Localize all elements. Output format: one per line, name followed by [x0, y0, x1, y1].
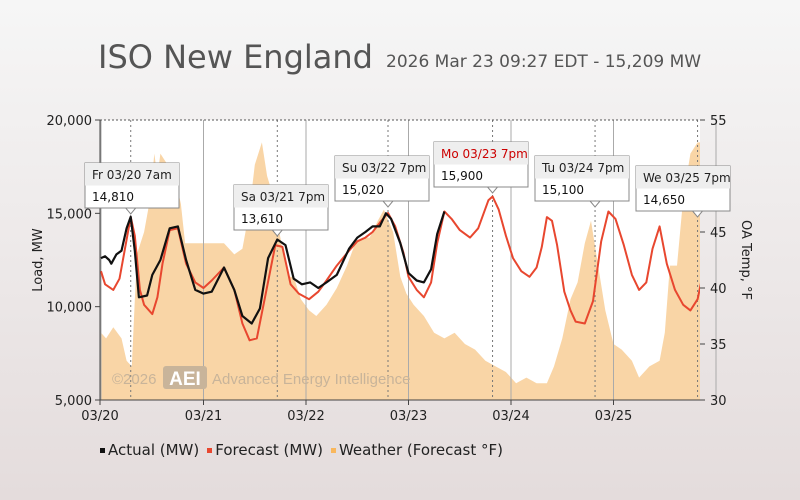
- callout-header-bg: [234, 185, 328, 208]
- callout-header-bg: [434, 142, 528, 165]
- peak-callout: Fr 03/20 7am 14,810: [84, 162, 180, 215]
- x-tick-label: 03/22: [287, 409, 324, 424]
- y2-tick-label: 45: [710, 226, 727, 241]
- x-tick-label: 03/23: [390, 409, 427, 424]
- callout-header-bg: [636, 166, 730, 189]
- y2-axis-title: OA Temp, °F: [738, 220, 753, 300]
- callout-day: Mo 03/23 7pm: [441, 147, 528, 161]
- callout-day: Tu 03/24 7pm: [541, 161, 624, 175]
- y-tick-label: 10,000: [47, 301, 93, 316]
- y-axis-title: Load, MW: [31, 228, 46, 292]
- legend-item-weather[interactable]: Weather (Forecast °F): [330, 441, 503, 459]
- legend-swatch-weather: [330, 447, 336, 453]
- legend-item-actual[interactable]: Actual (MW): [100, 441, 199, 459]
- callout-header-bg: [535, 156, 629, 179]
- y2-tick-label: 55: [710, 114, 727, 129]
- page-title: ISO New England: [98, 38, 373, 76]
- callout-value: 15,020: [342, 183, 384, 197]
- callout-value: 14,810: [92, 190, 134, 204]
- watermark-logo: AEI: [169, 369, 201, 390]
- callout-value: 13,610: [241, 212, 283, 226]
- peak-callout: Tu 03/24 7pm 15,100: [534, 155, 630, 208]
- callout-day: Fr 03/20 7am: [92, 168, 172, 182]
- legend-swatch-actual: [100, 447, 105, 453]
- legend-label-forecast: Forecast (MW): [215, 441, 323, 459]
- y-tick-label: 15,000: [47, 207, 93, 222]
- peak-callout: Su 03/22 7pm 15,020: [334, 155, 430, 208]
- legend-label-weather: Weather (Forecast °F): [338, 441, 503, 459]
- legend-swatch-forecast: [207, 447, 213, 453]
- legend-item-forecast[interactable]: Forecast (MW): [207, 441, 323, 459]
- callout-header-bg: [85, 163, 179, 186]
- callout-value: 14,650: [643, 193, 685, 207]
- x-tick-label: 03/25: [595, 409, 632, 424]
- y-tick-label: 20,000: [47, 114, 93, 129]
- callout-day: We 03/25 7pm: [643, 171, 731, 185]
- chart-legend: Actual (MW) Forecast (MW) Weather (Forec…: [100, 441, 503, 459]
- actual-line: [100, 211, 446, 325]
- y2-tick-label: 40: [710, 282, 727, 297]
- watermark-company: Advanced Energy Intelligence: [212, 371, 410, 388]
- callout-header-bg: [335, 156, 429, 179]
- x-tick-label: 03/24: [492, 409, 529, 424]
- watermark-year: ©2026: [112, 371, 156, 388]
- x-tick-label: 03/21: [185, 409, 222, 424]
- legend-label-actual: Actual (MW): [108, 441, 200, 459]
- y2-tick-label: 35: [710, 338, 727, 353]
- peak-callout: Sa 03/21 7pm 13,610: [233, 184, 329, 237]
- peak-callout: We 03/25 7pm 14,650: [635, 165, 731, 218]
- watermark-logo-box: [163, 366, 207, 389]
- y2-tick-label: 30: [710, 394, 727, 409]
- current-load-subtitle: 2026 Mar 23 09:27 EDT - 15,209 MW: [386, 52, 702, 72]
- callout-value: 15,100: [542, 183, 584, 197]
- callout-day: Sa 03/21 7pm: [241, 190, 325, 204]
- peak-callout: Mo 03/23 7pm 15,900: [433, 141, 529, 194]
- callout-day: Su 03/22 7pm: [342, 161, 426, 175]
- callout-value: 15,900: [441, 169, 483, 183]
- y-tick-label: 5,000: [55, 394, 92, 409]
- x-tick-label: 03/20: [81, 409, 118, 424]
